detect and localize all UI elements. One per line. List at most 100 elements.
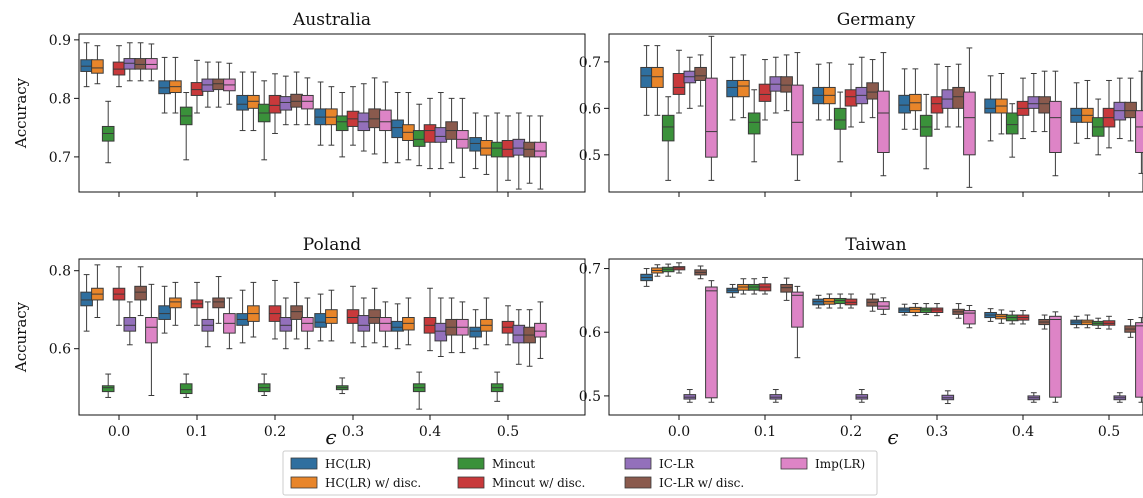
box-0.5-1 <box>480 297 493 346</box>
box-0.5-2 <box>490 112 504 192</box>
y-axis-label: Accuracy <box>12 301 30 373</box>
panel-title: Poland <box>303 235 362 255</box>
iqr-box <box>694 66 707 81</box>
box-0.4-2 <box>412 103 426 167</box>
box-0.0-4 <box>683 56 697 109</box>
iqr-box <box>212 78 225 91</box>
legend-swatch <box>624 476 652 489</box>
box-0.0-3 <box>112 266 126 326</box>
x-tick-label: 0.4 <box>419 424 441 440</box>
box-0.0-2 <box>101 100 115 164</box>
box-0.1-0 <box>726 283 739 298</box>
box-0.3-3 <box>930 303 944 317</box>
box-0.2-6 <box>301 77 314 126</box>
box-0.0-2 <box>661 96 675 181</box>
box-0.2-3 <box>268 73 282 134</box>
box-0.5-6 <box>534 115 547 190</box>
box-0.0-3 <box>672 262 686 274</box>
box-0.3-1 <box>325 86 338 146</box>
iqr-box <box>123 58 137 70</box>
box-0.3-5 <box>368 287 381 344</box>
box-0.4-4 <box>1027 392 1041 403</box>
iqr-box <box>640 66 653 88</box>
y-tick-label: 0.8 <box>49 264 71 280</box>
box-0.5-5 <box>523 309 536 367</box>
iqr-box <box>952 86 965 109</box>
box-0.1-1 <box>169 281 182 326</box>
box-0.4-5 <box>445 97 458 164</box>
box-layer <box>80 42 547 192</box>
iqr-box <box>1135 322 1143 398</box>
legend-label: IC-LR <box>659 457 695 471</box>
iqr-box <box>705 77 718 158</box>
box-0.2-5 <box>866 293 879 312</box>
y-tick-label: 0.6 <box>579 101 601 117</box>
box-0.1-5 <box>780 277 793 301</box>
box-0.1-1 <box>169 56 182 114</box>
iqr-box <box>368 108 381 129</box>
x-tick-label: 0.4 <box>1012 424 1034 440</box>
iqr-box <box>469 137 482 152</box>
box-0.4-0 <box>984 308 997 322</box>
box-0.2-4 <box>855 56 869 123</box>
box-0.3-5 <box>952 63 965 128</box>
y-tick-label: 0.7 <box>579 55 601 71</box>
iqr-box <box>212 297 225 309</box>
box-0.1-2 <box>747 89 761 163</box>
box-0.2-2 <box>257 373 271 396</box>
box-0.3-0 <box>898 68 911 130</box>
box-0.1-0 <box>158 56 171 114</box>
box-0.5-4 <box>1113 392 1127 403</box>
iqr-box <box>1124 101 1137 119</box>
iqr-box <box>501 140 515 158</box>
iqr-box <box>158 305 171 320</box>
box-0.1-2 <box>179 92 193 161</box>
iqr-box <box>190 82 204 96</box>
box-0.4-5 <box>1038 314 1051 330</box>
box-0.0-1 <box>651 45 664 116</box>
iqr-box <box>747 112 761 135</box>
box-0.2-0 <box>236 71 249 132</box>
box-0.0-5 <box>694 265 707 280</box>
box-0.3-0 <box>314 293 327 342</box>
iqr-box <box>469 326 482 338</box>
box-0.2-0 <box>812 294 825 309</box>
box-0.2-2 <box>257 80 271 161</box>
box-layer <box>80 264 547 410</box>
box-0.5-0 <box>469 112 482 170</box>
box-0.0-6 <box>145 43 158 82</box>
box-0.1-4 <box>769 56 783 114</box>
box-0.1-4 <box>201 61 215 108</box>
box-0.0-0 <box>80 42 93 88</box>
box-0.4-1 <box>402 92 415 161</box>
box-0.4-3 <box>423 97 437 170</box>
box-0.5-6 <box>1135 317 1143 403</box>
box-0.1-2 <box>747 278 761 295</box>
legend-swatch <box>624 457 652 470</box>
iqr-box <box>123 317 137 332</box>
box-0.4-4 <box>1027 73 1041 133</box>
iqr-box <box>80 291 93 307</box>
box-0.3-1 <box>325 289 338 342</box>
legend-label: Imp(LR) <box>815 457 865 471</box>
box-0.5-3 <box>1102 315 1116 330</box>
legend-entry: IC-LR <box>624 457 695 471</box>
box-0.4-2 <box>1005 310 1019 325</box>
box-0.4-4 <box>434 92 448 170</box>
iqr-box <box>290 305 303 320</box>
y-tick-label: 0.7 <box>579 262 601 278</box>
iqr-box <box>357 315 371 332</box>
box-0.5-4 <box>512 112 526 190</box>
iqr-box <box>158 80 171 95</box>
box-0.4-6 <box>1049 311 1062 403</box>
panel-title: Australia <box>292 10 371 30</box>
y-tick-label: 0.9 <box>49 33 71 49</box>
iqr-box <box>726 79 739 98</box>
iqr-box <box>279 317 293 332</box>
panels: Australia 0.7 0.8 0.9 Accuracy Germany 0.5 0.6 0… <box>12 10 1143 440</box>
box-0.1-3 <box>190 59 204 114</box>
x-tick-label: 0.1 <box>754 424 776 440</box>
iqr-box <box>101 385 115 393</box>
box-0.4-3 <box>1016 77 1030 140</box>
